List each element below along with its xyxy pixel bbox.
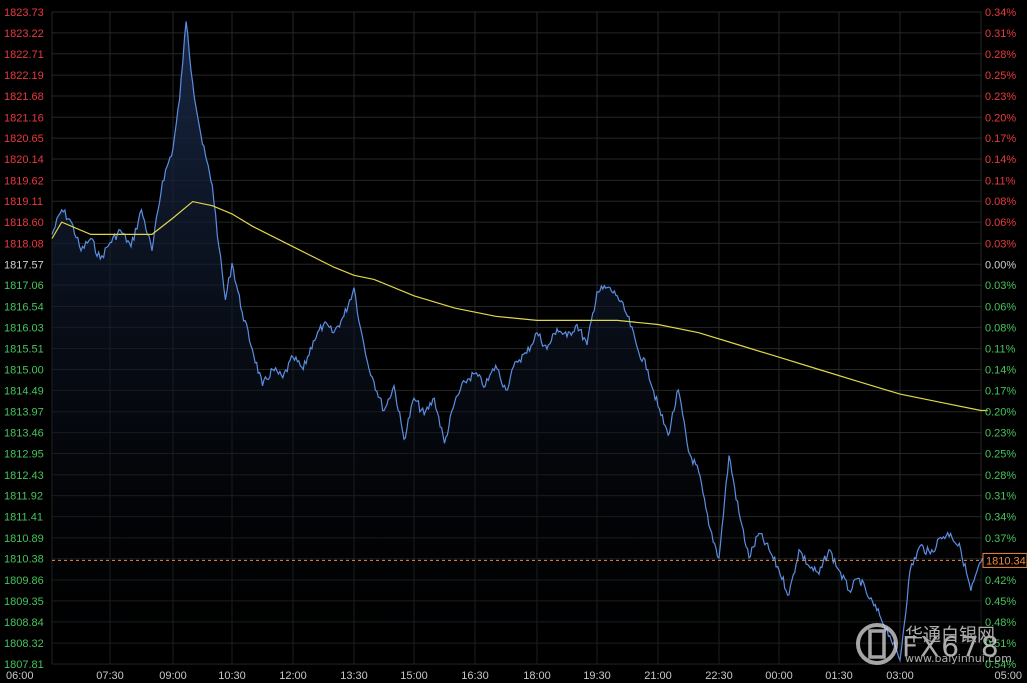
- price-tick-label: 1809.35: [4, 596, 44, 608]
- percent-tick-label: 0.51%: [985, 638, 1016, 650]
- time-axis-labels: 06:00 07:30 09:00 10:30 12:00 13:30 15:00 16:30…: [6, 670, 1022, 682]
- price-tick-label: 1823.73: [4, 7, 44, 19]
- percent-tick-label: 0.14%: [985, 154, 1016, 166]
- price-axis-labels: 1823.73 1823.22 1822.71 1822.19 1821.68 1821.…: [4, 7, 44, 671]
- percent-tick-label: 0.48%: [985, 617, 1016, 629]
- price-tick-label: 1818.60: [4, 217, 44, 229]
- percent-tick-label: 0.31%: [985, 28, 1016, 40]
- price-tick-label: 1821.68: [4, 91, 44, 103]
- price-tick-label: 1814.49: [4, 385, 44, 397]
- price-tick-label: 1815.51: [4, 344, 44, 356]
- percent-tick-label: 0.06%: [985, 217, 1016, 229]
- time-tick-label: 16:30: [461, 670, 489, 682]
- price-tick-label: 1808.84: [4, 617, 44, 629]
- time-tick-label: 13:30: [340, 670, 368, 682]
- time-tick-label: 05:00: [994, 670, 1022, 682]
- time-tick-label: 07:30: [96, 670, 124, 682]
- last-price-label: 1810.34: [986, 555, 1026, 567]
- percent-tick-label: 0.28%: [985, 49, 1016, 61]
- price-tick-label: 1807.81: [4, 659, 44, 671]
- time-tick-label: 18:00: [523, 670, 551, 682]
- percent-tick-label: 0.08%: [985, 196, 1016, 208]
- time-tick-label: 01:30: [825, 670, 853, 682]
- time-tick-label: 21:00: [644, 670, 672, 682]
- percent-tick-label: 0.20%: [985, 407, 1016, 419]
- percent-tick-label: 0.25%: [985, 448, 1016, 460]
- time-tick-label: 19:30: [583, 670, 611, 682]
- price-tick-label: 1809.86: [4, 575, 44, 587]
- price-tick-label: 1821.16: [4, 112, 44, 124]
- price-tick-label: 1816.03: [4, 322, 44, 334]
- percent-tick-label: 0.37%: [985, 533, 1016, 545]
- price-tick-label: 1811.92: [4, 491, 43, 503]
- percent-tick-label: 0.25%: [985, 70, 1016, 82]
- percent-tick-label: 0.00%: [985, 259, 1016, 271]
- percent-tick-label: 0.54%: [985, 659, 1016, 671]
- watermark: FX678 华通白银网 www.baiyinhui.com: [856, 623, 1012, 665]
- percent-tick-label: 0.28%: [985, 470, 1016, 482]
- time-tick-label: 15:00: [400, 670, 428, 682]
- percent-axis-labels: 0.34% 0.31% 0.28% 0.25% 0.23% 0.20% 0.17% 0.14%…: [985, 7, 1016, 671]
- fx678-logo: FX678: [856, 623, 1001, 665]
- site-url: www.baiyinhui.com: [905, 652, 1012, 665]
- percent-tick-label: 0.34%: [985, 7, 1016, 19]
- percent-tick-label: 0.06%: [985, 301, 1016, 313]
- price-tick-label: 1813.97: [4, 407, 44, 419]
- price-tick-label: 1822.71: [4, 49, 44, 61]
- price-tick-label: 1819.62: [4, 175, 44, 187]
- time-tick-label: 22:30: [705, 670, 733, 682]
- percent-tick-label: 0.14%: [985, 365, 1016, 377]
- site-name: 华通白银网: [905, 625, 995, 646]
- price-tick-label: 1813.46: [4, 428, 44, 440]
- price-tick-label: 1808.32: [4, 638, 44, 650]
- time-tick-label: 09:00: [159, 670, 187, 682]
- price-tick-label: 1812.43: [4, 470, 44, 482]
- percent-tick-label: 0.45%: [985, 596, 1016, 608]
- price-series-line: [51, 21, 989, 663]
- price-tick-label: 1816.54: [4, 301, 44, 313]
- price-tick-label: 1818.08: [4, 238, 44, 250]
- percent-tick-label: 0.11%: [985, 344, 1016, 356]
- brand-name: FX678: [902, 630, 1001, 663]
- last-price-badge: 1810.34: [982, 552, 1027, 568]
- price-tick-label: 1820.65: [4, 133, 44, 145]
- price-tick-label: 1819.11: [4, 196, 43, 208]
- percent-tick-label: 0.11%: [985, 175, 1016, 187]
- percent-tick-label: 0.34%: [985, 512, 1016, 524]
- price-tick-label: 1817.06: [4, 280, 44, 292]
- price-area-fill: [52, 21, 988, 664]
- percent-tick-label: 0.31%: [985, 491, 1016, 503]
- time-tick-label: 12:00: [279, 670, 307, 682]
- price-tick-label: 1810.89: [4, 533, 44, 545]
- price-tick-label: 1817.57: [4, 259, 44, 271]
- percent-tick-label: 0.20%: [985, 112, 1016, 124]
- price-tick-label: 1823.22: [4, 28, 44, 40]
- price-tick-label: 1810.38: [4, 554, 44, 566]
- price-tick-label: 1812.95: [4, 448, 44, 460]
- percent-tick-label: 0.42%: [985, 575, 1016, 587]
- time-tick-label: 00:00: [765, 670, 793, 682]
- percent-tick-label: 0.23%: [985, 428, 1016, 440]
- percent-tick-label: 0.17%: [985, 385, 1016, 397]
- percent-tick-label: 0.23%: [985, 91, 1016, 103]
- price-tick-label: 1811.41: [4, 512, 43, 524]
- time-tick-label: 10:30: [218, 670, 246, 682]
- price-tick-label: 1822.19: [4, 70, 44, 82]
- percent-tick-label: 0.17%: [985, 133, 1016, 145]
- price-tick-label: 1820.14: [4, 154, 44, 166]
- percent-tick-label: 0.03%: [985, 280, 1016, 292]
- moving-average-line: [51, 200, 988, 412]
- time-tick-label: 06:00: [6, 670, 34, 682]
- percent-tick-label: 0.08%: [985, 322, 1016, 334]
- price-tick-label: 1815.00: [4, 365, 44, 377]
- percent-tick-label: 0.03%: [985, 238, 1016, 250]
- time-tick-label: 03:00: [886, 670, 914, 682]
